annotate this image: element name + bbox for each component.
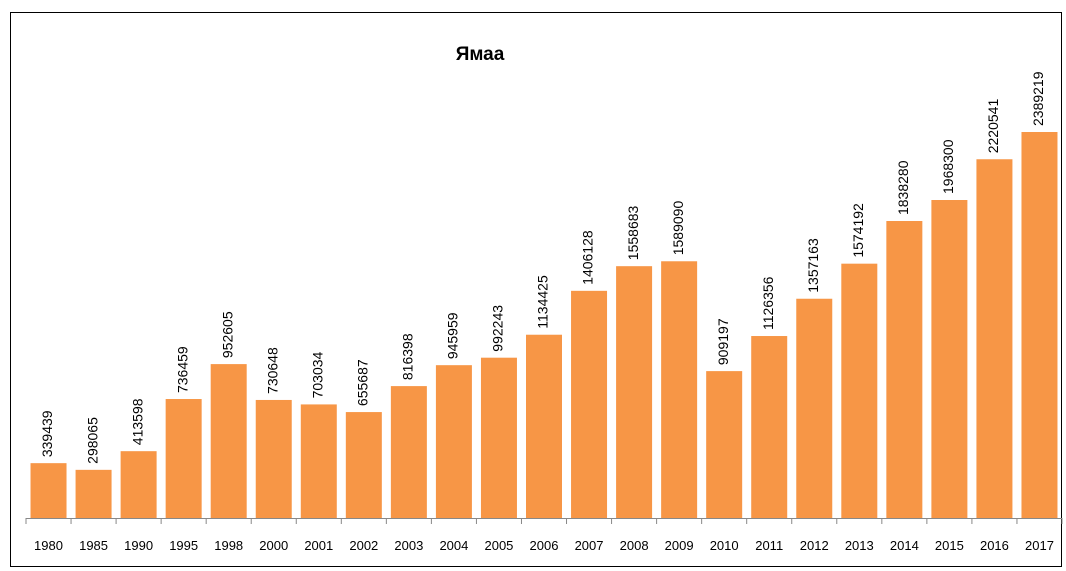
x-tick-label: 1990 [124, 538, 153, 553]
value-label: 1574192 [850, 203, 866, 258]
value-label: 1126356 [760, 276, 776, 330]
value-label: 736459 [174, 346, 190, 393]
bar [300, 404, 337, 518]
value-label: 1589090 [670, 201, 686, 256]
chart-frame [10, 12, 1062, 567]
bar [796, 298, 833, 518]
x-tick-label: 2005 [484, 538, 513, 553]
x-tick-label: 1995 [169, 538, 198, 553]
bar [480, 357, 517, 518]
x-tick-label: 2002 [349, 538, 378, 553]
x-tick-label: 2001 [304, 538, 333, 553]
bar [706, 371, 743, 518]
bar [1021, 132, 1058, 518]
value-label: 1357163 [805, 238, 821, 293]
value-label: 1134425 [535, 275, 551, 329]
value-label: 952605 [219, 311, 235, 358]
bar [886, 221, 923, 518]
value-label: 339439 [39, 410, 55, 457]
x-tick-label: 1980 [34, 538, 63, 553]
x-tick-label: 2009 [665, 538, 694, 553]
bar [661, 261, 698, 518]
value-label: 1838280 [895, 160, 911, 215]
x-tick-label: 2006 [530, 538, 559, 553]
value-label: 909197 [715, 318, 731, 365]
value-label: 2220541 [985, 99, 1001, 154]
bar [120, 451, 157, 518]
bar [345, 412, 382, 518]
x-tick-label: 2004 [439, 538, 468, 553]
bar [255, 399, 292, 518]
value-label: 703034 [309, 351, 325, 398]
x-tick-label: 2014 [890, 538, 919, 553]
bar [841, 263, 878, 518]
x-tick-label: 2016 [980, 538, 1009, 553]
bar [30, 463, 67, 518]
bar [976, 159, 1013, 518]
x-tick-label: 1985 [79, 538, 108, 553]
bar [165, 399, 202, 518]
x-tick-label: 2017 [1025, 538, 1054, 553]
value-label: 816398 [400, 333, 416, 380]
bar [75, 469, 112, 518]
x-tick-label: 2003 [394, 538, 423, 553]
value-label: 655687 [355, 359, 371, 406]
value-label: 2389219 [1030, 71, 1046, 126]
bar [751, 336, 788, 518]
x-tick-label: 2007 [575, 538, 604, 553]
bar [616, 266, 653, 518]
value-label: 730648 [264, 347, 280, 394]
x-tick-label: 2013 [845, 538, 874, 553]
bar [390, 386, 427, 518]
bar [931, 200, 968, 518]
value-label: 1968300 [940, 139, 956, 194]
x-tick-label: 2000 [259, 538, 288, 553]
value-label: 1406128 [580, 230, 596, 285]
bar [571, 290, 608, 518]
x-tick-label: 1998 [214, 538, 243, 553]
bar [526, 334, 562, 518]
x-tick-label: 2015 [935, 538, 964, 553]
value-label: 1558683 [625, 205, 641, 260]
value-label: 298065 [84, 417, 100, 464]
value-label: 945959 [445, 312, 461, 359]
x-tick-label: 2011 [755, 538, 783, 553]
chart-title: Ямаа [456, 44, 505, 65]
x-tick-label: 2008 [620, 538, 649, 553]
value-label: 413598 [129, 398, 145, 445]
x-tick-label: 2010 [710, 538, 739, 553]
bar [435, 365, 472, 518]
bar [210, 364, 247, 518]
x-tick-label: 2012 [800, 538, 829, 553]
value-label: 992243 [490, 305, 506, 352]
